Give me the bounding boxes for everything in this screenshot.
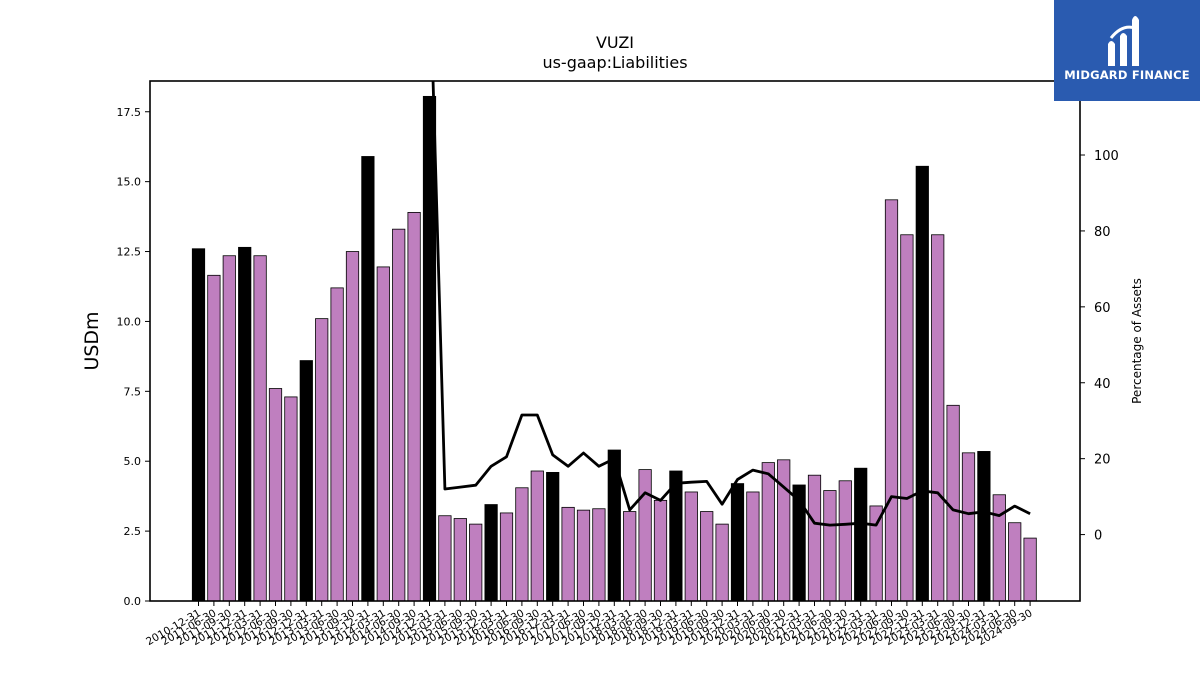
bar-2013-12-31 (362, 156, 374, 601)
midgard-logo-icon (1102, 8, 1152, 68)
bar-2016-03-31 (500, 513, 512, 601)
chart-title: VUZI (596, 33, 634, 52)
bar-2013-06-30 (331, 288, 343, 601)
y-tick-label: 15.0 (117, 176, 142, 189)
brand-logo: MIDGARD FINANCE (1054, 0, 1200, 101)
liabilities-chart: VUZI us-gaap:Liabilities USDm Percentage… (0, 0, 1200, 675)
bar-2015-03-31 (439, 516, 451, 601)
bar-2019-03-31 (685, 492, 697, 601)
y-tick-label: 5.0 (124, 455, 142, 468)
y-tick-label: 7.5 (124, 385, 142, 398)
bar-2014-09-30 (408, 212, 420, 601)
bar-series (192, 96, 1036, 601)
bar-2019-06-30 (701, 512, 713, 601)
bar-2011-12-31 (239, 247, 251, 601)
y-right-tick-label: 60 (1094, 301, 1111, 316)
bar-2023-09-30 (962, 453, 974, 601)
bar-2015-06-30 (454, 519, 466, 601)
bar-2012-03-31 (254, 256, 266, 601)
y-tick-label: 17.5 (117, 106, 142, 119)
bar-2023-03-31 (932, 235, 944, 601)
bar-2011-06-30 (208, 275, 220, 601)
bar-2020-03-31 (747, 492, 759, 601)
bar-2018-03-31 (624, 512, 636, 601)
bar-2022-06-30 (885, 200, 897, 601)
brand-name: MIDGARD FINANCE (1054, 68, 1200, 82)
chart-subtitle: us-gaap:Liabilities (542, 53, 687, 72)
bar-2013-03-31 (316, 319, 328, 601)
bar-2021-03-31 (808, 475, 820, 601)
bar-2018-12-31 (670, 471, 682, 601)
bar-2017-06-30 (577, 510, 589, 601)
bar-2015-09-30 (470, 524, 482, 601)
bar-2021-06-30 (824, 491, 836, 601)
bar-2014-03-31 (377, 267, 389, 601)
bar-2010-12-31 (192, 249, 204, 601)
bar-2016-09-30 (531, 471, 543, 601)
y-right-tick-label: 40 (1094, 377, 1111, 392)
y-right-tick-label: 100 (1094, 149, 1119, 164)
bar-2024-03-31 (993, 495, 1005, 601)
bar-2022-03-31 (870, 506, 882, 601)
bar-2022-12-31 (916, 166, 928, 601)
bar-2017-09-30 (593, 509, 605, 601)
bar-2020-09-30 (778, 460, 790, 601)
bar-2012-09-30 (285, 397, 297, 601)
bar-2023-12-31 (978, 451, 990, 601)
bar-2019-09-30 (716, 524, 728, 601)
bar-2014-12-31 (423, 96, 435, 601)
y-tick-label: 0.0 (124, 595, 142, 608)
bar-2012-06-30 (269, 389, 281, 601)
bar-2011-09-30 (223, 256, 235, 601)
bar-2020-06-30 (762, 463, 774, 601)
bar-2016-06-30 (516, 488, 528, 601)
y-axis-label: USDm (81, 311, 103, 370)
y-axis-right-label: Percentage of Assets (1130, 278, 1144, 404)
bar-2013-09-30 (346, 252, 358, 601)
bar-2024-09-30 (1024, 538, 1036, 601)
y-right-tick-label: 0 (1094, 529, 1102, 544)
bar-2018-06-30 (639, 470, 651, 601)
y-right-tick-label: 80 (1094, 225, 1111, 240)
y-tick-label: 12.5 (117, 246, 142, 259)
y-tick-label: 10.0 (117, 315, 142, 328)
bar-2016-12-31 (547, 472, 559, 601)
bar-2024-06-30 (1009, 523, 1021, 601)
bar-2015-12-31 (485, 505, 497, 601)
y-right-tick-label: 20 (1094, 453, 1111, 468)
bar-2019-12-31 (731, 484, 743, 601)
bar-2018-09-30 (654, 500, 666, 601)
y-tick-label: 2.5 (124, 525, 142, 538)
bar-2014-06-30 (393, 229, 405, 601)
bar-2022-09-30 (901, 235, 913, 601)
bar-2017-03-31 (562, 507, 574, 601)
bar-2021-12-31 (855, 468, 867, 601)
bar-2021-09-30 (839, 481, 851, 601)
bar-2012-12-31 (300, 361, 312, 601)
